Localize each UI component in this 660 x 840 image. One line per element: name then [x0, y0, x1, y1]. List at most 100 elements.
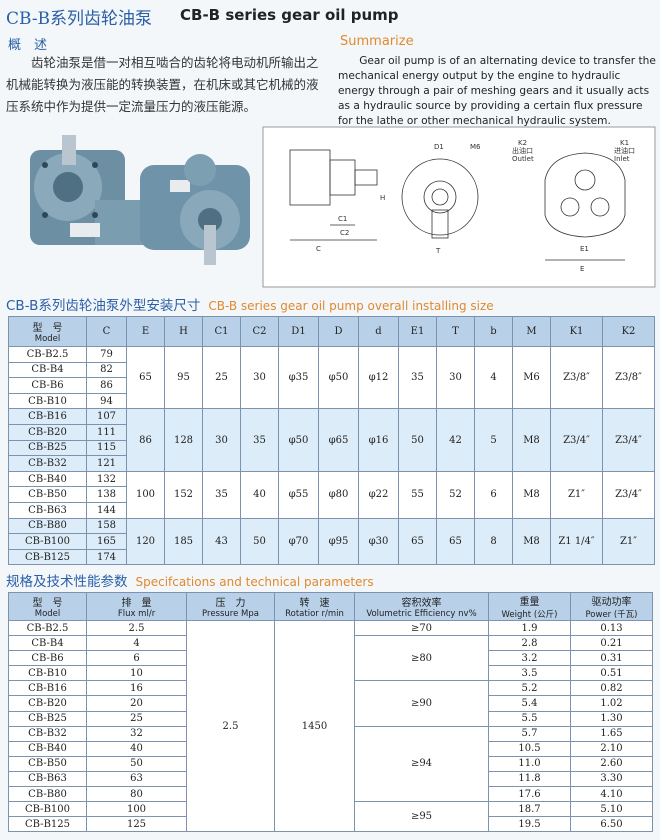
section-title-en: Specifcations and technical parameters — [135, 575, 374, 589]
drawing-label: Inlet — [614, 155, 630, 163]
column-header: 排 量 Flux ml/r — [86, 592, 187, 621]
cell: 30 — [202, 408, 241, 472]
model-cell: CB-B10 — [8, 392, 87, 410]
cell: 30 — [240, 345, 279, 410]
header-en: Power (千瓦) — [585, 610, 638, 620]
cell: 1450 — [274, 619, 355, 833]
header-en: Model — [34, 334, 61, 344]
cell: M6 — [512, 345, 551, 410]
cell: 16 — [86, 680, 187, 697]
cell: 174 — [86, 548, 127, 566]
drawing-label: E — [580, 265, 584, 273]
cell: φ50 — [318, 345, 359, 410]
cell: 1.9 — [488, 619, 571, 637]
cell: φ16 — [358, 408, 399, 472]
cell: 120 — [126, 517, 165, 566]
cell: 0.21 — [570, 635, 653, 652]
cell: 52 — [436, 470, 475, 519]
cell: 115 — [86, 439, 127, 457]
model-cell: CB-B50 — [8, 486, 87, 503]
cell: 2.5 — [86, 619, 187, 637]
cell: 5.7 — [488, 725, 571, 742]
cell: φ55 — [278, 470, 319, 519]
cell: 65 — [398, 517, 437, 566]
header-cn: 驱动功率 — [591, 597, 632, 608]
pump-photo — [140, 154, 250, 265]
cell: 152 — [164, 470, 203, 519]
cell: 4 — [86, 635, 187, 652]
column-header: K1 — [550, 316, 603, 347]
cell: 5.5 — [488, 710, 571, 727]
header-cn: 型 号 — [32, 598, 63, 609]
cell: 25 — [86, 710, 187, 727]
cell: 4 — [474, 345, 513, 410]
model-cell: CB-B10 — [8, 665, 87, 682]
cell: 65 — [436, 517, 475, 566]
overview-heading-cn: 概 述 — [8, 38, 48, 53]
cell: 185 — [164, 517, 203, 566]
column-header: d — [358, 316, 399, 347]
cell: 2.8 — [488, 635, 571, 652]
title-cn: CB-B系列齿轮油泵 — [6, 9, 153, 29]
model-cell: CB-B6 — [8, 377, 87, 394]
cell: 10 — [86, 665, 187, 682]
cell: ≥90 — [354, 680, 489, 727]
header-en: Model — [34, 609, 61, 619]
cell: 4.10 — [570, 786, 653, 803]
column-header: E1 — [398, 316, 437, 347]
cell: 132 — [86, 470, 127, 488]
pump-photo — [30, 135, 145, 245]
overview-heading-en: Summarize — [340, 34, 414, 49]
model-cell: CB-B6 — [8, 650, 87, 667]
cell: 86 — [126, 408, 165, 472]
cell: 40 — [240, 470, 279, 519]
drawing-label: H — [380, 194, 385, 202]
cell: 19.5 — [488, 816, 571, 833]
cell: 50 — [398, 408, 437, 472]
cell: 3.2 — [488, 650, 571, 667]
model-cell: CB-B4 — [8, 635, 87, 652]
column-header: E — [126, 316, 165, 347]
drawing-frame — [262, 126, 656, 288]
model-cell: CB-B20 — [8, 423, 87, 441]
cell: ≥94 — [354, 725, 489, 803]
cell: 65 — [126, 345, 165, 410]
model-cell: CB-B32 — [8, 725, 87, 742]
column-header: 转 速 Rotatior r/min — [274, 592, 355, 621]
cell: 2.10 — [570, 740, 653, 757]
column-header: 型 号 Model — [8, 592, 87, 621]
model-cell: CB-B125 — [8, 816, 87, 833]
model-cell: CB-B80 — [8, 786, 87, 803]
cell: 5.10 — [570, 801, 653, 818]
cell: 2.5 — [186, 619, 275, 833]
cell: 11.8 — [488, 770, 571, 788]
cell: 79 — [86, 346, 127, 363]
drawing-label: 进油口 — [614, 146, 635, 155]
cell: Z1″ — [602, 517, 655, 566]
cell: Z3/4″ — [550, 408, 603, 472]
model-cell: CB-B2.5 — [8, 619, 87, 637]
model-cell: CB-B63 — [8, 501, 87, 519]
table-row: CB-B80 158 120 185 43 50 φ70 φ95 φ30 65 65 8 M8 Z1 1/… — [8, 517, 655, 566]
header-en: Weight (公斤) — [501, 610, 558, 620]
table-row: CB-B16 16 ≥90 5.2 0.82 — [8, 680, 653, 727]
cell: 3.5 — [488, 665, 571, 682]
cell: 11.0 — [488, 755, 571, 772]
cell: 82 — [86, 361, 127, 379]
header-cn: 型 号 — [32, 323, 63, 334]
cell: 95 — [164, 345, 203, 410]
cell: 32 — [86, 725, 187, 742]
cell: 111 — [86, 423, 127, 441]
cell: 3.30 — [570, 770, 653, 788]
cell: 128 — [164, 408, 203, 472]
cell: Z1 1/4″ — [550, 517, 603, 566]
cell: M8 — [512, 517, 551, 566]
cell: 50 — [240, 517, 279, 566]
section-title-en: CB-B series gear oil pump overall instal… — [208, 299, 494, 313]
model-cell: CB-B100 — [8, 533, 87, 550]
header-en: Rotatior r/min — [285, 609, 344, 619]
cell: 8 — [474, 517, 513, 566]
header-cn: 转 速 — [299, 598, 330, 609]
column-header: 压 力 Pressure Mpa — [186, 592, 275, 621]
